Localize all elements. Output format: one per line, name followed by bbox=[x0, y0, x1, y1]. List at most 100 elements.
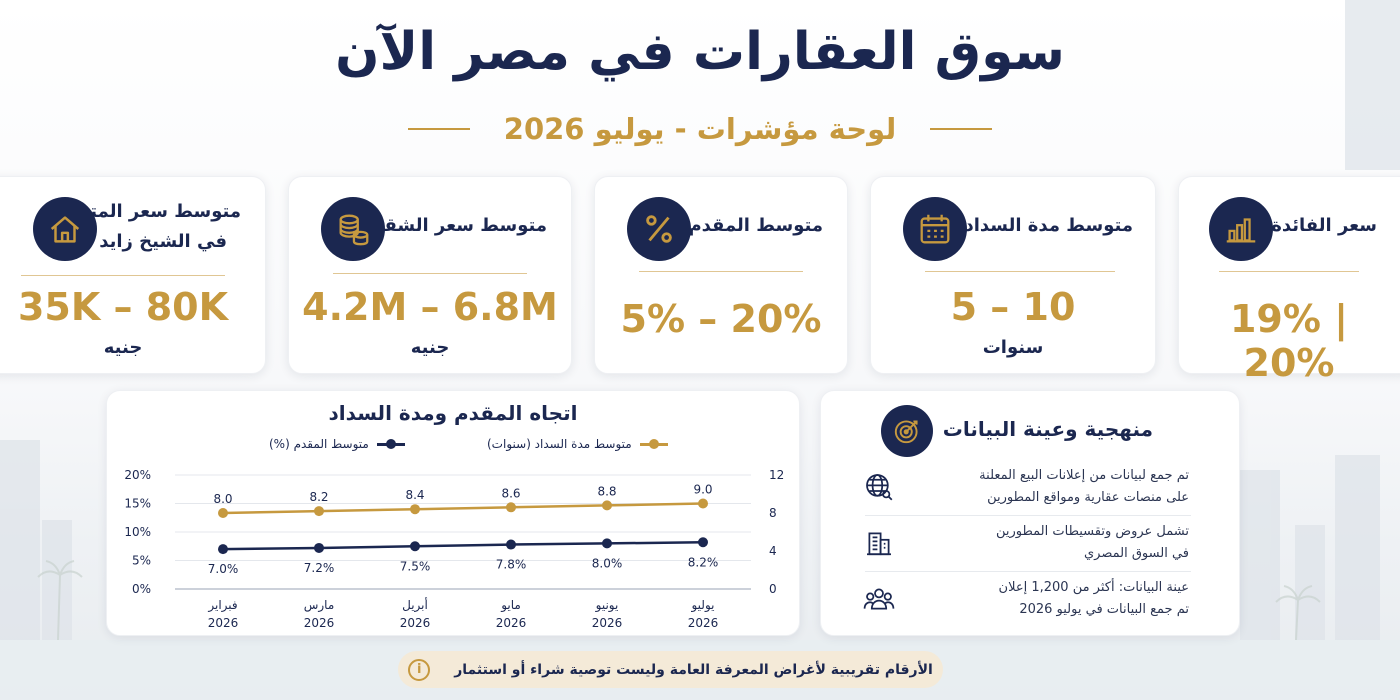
card-value: 5 – 10 bbox=[950, 285, 1076, 329]
data-point bbox=[218, 544, 228, 555]
page-title: سوق العقارات في مصر الآن bbox=[335, 22, 1065, 82]
y-right-tick-label: 0 bbox=[769, 582, 777, 596]
methodology-line1: عينة البيانات: أكثر من 1,200 إعلان bbox=[998, 580, 1189, 595]
y-left-tick-label: 20% bbox=[124, 468, 151, 482]
subtitle-left-line bbox=[407, 128, 470, 130]
card-down-payment: متوسط المقدم 5% – 20% bbox=[594, 176, 848, 374]
card-divider bbox=[925, 271, 1115, 272]
percent-icon bbox=[627, 197, 691, 261]
methodology-line2: في السوق المصري bbox=[1084, 546, 1189, 561]
methodology-line2: تم جمع البيانات في يوليو 2026 bbox=[1019, 602, 1189, 617]
legend-swatch-gold bbox=[639, 438, 668, 450]
methodology-item: عينة البيانات: أكثر من 1,200 إعلان تم جم… bbox=[861, 571, 1199, 627]
card-label: متوسط المقدم bbox=[688, 215, 823, 236]
x-tick-year: 2026 bbox=[496, 616, 527, 630]
x-tick-label: مارس bbox=[304, 598, 335, 613]
card-label: متوسط سعر المتر في الشيخ زايد bbox=[79, 197, 241, 257]
legend-label: متوسط المقدم (%) bbox=[269, 437, 369, 451]
methodology-title: منهجية وعينة البيانات bbox=[942, 417, 1153, 441]
y-right-tick-label: 8 bbox=[769, 506, 777, 520]
methodology-line2: على منصات عقارية ومواقع المطورين bbox=[987, 490, 1189, 505]
methodology-item: تم جمع لبيانات من إعلانات البيع المعلنة … bbox=[861, 459, 1199, 515]
data-label: 8.0% bbox=[592, 556, 623, 570]
x-tick-year: 2026 bbox=[688, 616, 719, 630]
card-divider bbox=[639, 271, 803, 272]
methodology-panel: منهجية وعينة البيانات تم جمع لبيانات من … bbox=[820, 390, 1240, 636]
data-point bbox=[506, 502, 516, 513]
card-divider bbox=[1219, 271, 1359, 272]
data-label: 8.8 bbox=[597, 484, 616, 498]
x-tick-label: يونيو bbox=[595, 598, 619, 613]
card-value: 19% | 20% bbox=[1229, 297, 1349, 385]
trend-line-chart: 0% 5% 10% 15% 20% 0 4 8 12 فبراير 2026 مارس 2026 أبري… bbox=[124, 468, 784, 630]
card-label: متوسط مدة السداد bbox=[964, 215, 1133, 236]
buildings-icon bbox=[861, 525, 896, 561]
y-left-tick-label: 10% bbox=[124, 525, 151, 539]
data-point bbox=[602, 500, 612, 511]
y-right-tick-label: 4 bbox=[769, 544, 777, 558]
data-label: 8.4 bbox=[405, 488, 424, 502]
data-point bbox=[314, 542, 324, 553]
data-label: 7.5% bbox=[400, 559, 431, 573]
legend-repayment-term: متوسط مدة السداد (سنوات) bbox=[487, 437, 668, 451]
series-line bbox=[222, 502, 704, 515]
data-point bbox=[218, 508, 228, 518]
disclaimer-banner: الأرقام تقريبية لأغراض المعرفة العامة ول… bbox=[398, 651, 943, 688]
x-tick-year: 2026 bbox=[208, 616, 239, 630]
calendar-icon bbox=[903, 197, 967, 261]
data-point bbox=[410, 504, 420, 515]
target-icon bbox=[881, 405, 933, 457]
methodology-separator bbox=[865, 571, 1191, 572]
methodology-line1: تم جمع لبيانات من إعلانات البيع المعلنة bbox=[979, 468, 1189, 483]
y-right-tick-label: 12 bbox=[769, 468, 784, 482]
card-label: سعر الفائدة bbox=[1271, 215, 1377, 236]
data-point bbox=[602, 538, 612, 549]
x-tick-label: أبريل bbox=[402, 597, 428, 613]
card-unit: جنيه bbox=[103, 337, 143, 358]
x-tick-year: 2026 bbox=[400, 616, 431, 630]
users-icon bbox=[861, 581, 896, 617]
data-label: 7.2% bbox=[304, 561, 335, 575]
coins-icon bbox=[321, 197, 385, 261]
card-price-per-meter: متوسط سعر المتر في الشيخ زايد 35K – 80K … bbox=[0, 176, 266, 374]
card-divider bbox=[333, 273, 527, 274]
legend-down-payment: متوسط المقدم (%) bbox=[269, 437, 405, 451]
data-point bbox=[698, 498, 708, 509]
data-point bbox=[698, 537, 708, 548]
data-point bbox=[506, 539, 516, 550]
chart-title: اتجاه المقدم ومدة السداد bbox=[328, 401, 578, 425]
card-value: 5% – 20% bbox=[620, 297, 822, 341]
data-label: 8.6 bbox=[501, 486, 520, 500]
card-divider bbox=[21, 275, 225, 276]
data-label: 8.0 bbox=[213, 492, 232, 506]
x-tick-year: 2026 bbox=[592, 616, 623, 630]
data-label: 7.0% bbox=[208, 562, 239, 576]
disclaimer-text: الأرقام تقريبية لأغراض المعرفة العامة ول… bbox=[454, 661, 933, 678]
house-icon bbox=[33, 197, 97, 261]
methodology-item: تشمل عروض وتقسيطات المطورين في السوق الم… bbox=[861, 515, 1199, 571]
y-left-tick-label: 0% bbox=[132, 582, 151, 596]
methodology-separator bbox=[865, 515, 1191, 516]
info-icon: i bbox=[408, 658, 431, 681]
card-apartment-price: متوسط سعر الشقة 4.2M – 6.8M جنيه bbox=[288, 176, 572, 374]
subtitle-right-line bbox=[930, 128, 993, 130]
data-point bbox=[410, 541, 420, 552]
y-left-tick-label: 15% bbox=[124, 497, 151, 511]
data-label: 8.2% bbox=[688, 555, 719, 569]
globe-search-icon bbox=[861, 469, 896, 505]
card-value: 35K – 80K bbox=[17, 285, 229, 329]
card-repayment-term: متوسط مدة السداد 5 – 10 سنوات bbox=[870, 176, 1156, 374]
card-unit: جنيه bbox=[410, 337, 450, 358]
card-unit: سنوات bbox=[982, 337, 1044, 358]
series-line bbox=[222, 541, 704, 551]
x-tick-year: 2026 bbox=[304, 616, 335, 630]
card-label: متوسط سعر الشقة bbox=[373, 215, 547, 236]
x-tick-label: يوليو bbox=[690, 598, 714, 613]
bar-chart-icon bbox=[1209, 197, 1273, 261]
methodology-line1: تشمل عروض وتقسيطات المطورين bbox=[995, 524, 1189, 539]
y-left-tick-label: 5% bbox=[132, 554, 151, 568]
data-label: 9.0 bbox=[693, 483, 712, 497]
card-interest-rate: سعر الفائدة 19% | 20% bbox=[1178, 176, 1400, 385]
subtitle-row: لوحة مؤشرات - يوليو 2026 bbox=[0, 112, 1400, 146]
legend-swatch-navy bbox=[376, 438, 405, 450]
